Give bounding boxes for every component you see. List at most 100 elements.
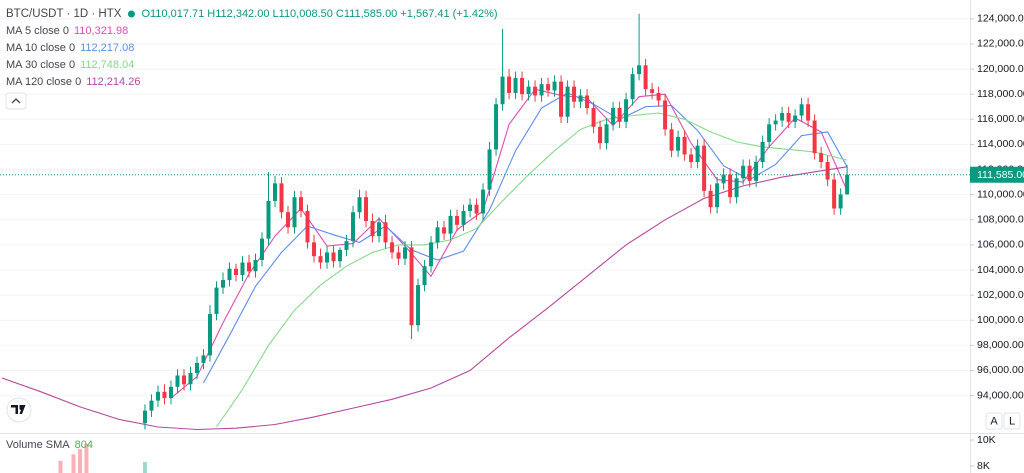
volume-bar (71, 454, 76, 473)
y-tick-label: 102,000.00 (977, 289, 1024, 301)
ma-line (203, 92, 848, 384)
candle-body (728, 174, 733, 198)
scale-button-label[interactable]: L (1009, 415, 1015, 427)
scale-button[interactable] (1003, 412, 1021, 430)
candle-body (604, 124, 609, 144)
candle-body (533, 86, 538, 96)
candle-body (266, 200, 271, 239)
candle-body (494, 104, 499, 150)
candle-body (409, 247, 414, 326)
candle-body (819, 153, 824, 162)
candle-body (299, 197, 304, 211)
candle-body (513, 77, 518, 93)
candle-body (188, 372, 193, 385)
candle-body (481, 189, 486, 214)
candle-body (721, 174, 726, 184)
y-tick-label: 110,000.00 (977, 188, 1024, 200)
candle-body (715, 183, 720, 208)
candle-body (468, 204, 473, 211)
candle-body (552, 81, 557, 91)
candle-body (832, 179, 837, 209)
candle-body (689, 154, 694, 162)
collapse-button[interactable] (5, 92, 27, 110)
candle-body (611, 108, 616, 125)
candle-body (812, 120, 817, 154)
candle-body (825, 162, 830, 180)
legend-name: MA 120 close 0 (6, 76, 81, 88)
candle-body (149, 400, 154, 411)
candle-body (754, 162, 759, 181)
candle-body (539, 84, 544, 96)
volume-tick-label: 10K (977, 434, 996, 446)
candle-body (559, 81, 564, 117)
candle-body (247, 262, 252, 272)
symbol-title: BTC/USDT · 1D · HTX (6, 8, 122, 20)
candle-body (624, 99, 629, 122)
candle-body (760, 141, 765, 162)
collapse-box[interactable] (5, 92, 27, 110)
legend-value: 112,214.26 (86, 76, 140, 88)
candle-body (650, 89, 655, 93)
candle-body (598, 126, 603, 144)
y-tick-label: 96,000.00 (977, 364, 1024, 376)
candle-body (702, 145, 707, 191)
candle-body (663, 100, 668, 130)
candle-body (455, 216, 460, 225)
candle-body (422, 266, 427, 286)
y-tick-label: 120,000.00 (977, 63, 1024, 75)
candle-body (546, 84, 551, 91)
scale-button[interactable] (985, 412, 1003, 430)
tv-logo[interactable] (6, 397, 32, 423)
candle-body (838, 194, 843, 209)
candle-body (416, 285, 421, 326)
candle-body (233, 268, 238, 276)
candle-body (201, 355, 206, 363)
collapse-icon (11, 98, 21, 104)
candle-body (279, 183, 284, 213)
logo-mark (11, 405, 26, 414)
y-tick-label: 108,000.00 (977, 214, 1024, 226)
candle-body (676, 136, 681, 151)
candle-body (520, 77, 525, 95)
candle-body (175, 375, 180, 387)
volume-pane: 10K 8K Volume SMA 804 (6, 434, 996, 473)
y-tick-label: 94,000.00 (977, 389, 1024, 401)
y-tick-label: 118,000.00 (977, 88, 1024, 100)
candle-body (578, 95, 583, 102)
candle-body (669, 129, 674, 151)
candle-body (305, 210, 310, 243)
candle-body (364, 197, 369, 222)
candle-body (357, 197, 362, 213)
candle-body (474, 204, 479, 214)
y-tick-label: 122,000.00 (977, 38, 1024, 50)
status-dot (127, 10, 135, 18)
candle-body (383, 222, 388, 243)
candle-body (448, 216, 453, 234)
candle-body (168, 386, 173, 399)
legend-name: MA 30 close 0 (6, 59, 75, 71)
candle-body (507, 76, 512, 93)
candle-body (260, 238, 265, 260)
candle-body (572, 86, 577, 102)
candle-body (253, 259, 258, 272)
candle-body (162, 391, 167, 399)
candle-body (370, 221, 375, 237)
candle-body (429, 242, 434, 267)
y-tick-label: 116,000.00 (977, 113, 1024, 125)
candle-body (292, 197, 297, 228)
candle-body (273, 183, 278, 201)
ohlc-info: O110,017.71 H112,342.00 L110,008.50 C111… (141, 8, 497, 20)
candle-body (286, 212, 291, 228)
volume-sma: 804 (75, 439, 93, 451)
candle-body (767, 124, 772, 142)
scale-button-label[interactable]: A (990, 415, 998, 427)
candle-body (487, 149, 492, 190)
candle-body (780, 113, 785, 121)
y-tick-label: 104,000.00 (977, 264, 1024, 276)
candle-body (442, 227, 447, 234)
legend: BTC/USDT · 1D · HTX O110,017.71 H112,342… (6, 8, 498, 88)
candle-body (207, 313, 212, 356)
candle-body (773, 120, 778, 125)
candle-body (630, 74, 635, 100)
